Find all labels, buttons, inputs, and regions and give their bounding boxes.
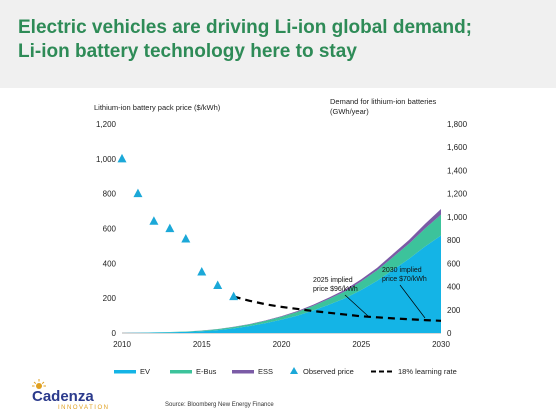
right-axis-ticks: 0 200 400 600 800 1,000 1,200 1,400 1,600 1,800 xyxy=(447,120,468,338)
left-axis-title: Lithium-ion battery pack price ($/kWh) xyxy=(94,103,221,112)
left-tick-label: 400 xyxy=(103,259,117,268)
annotation-2030-line-1: 2030 implied xyxy=(382,267,422,274)
battery-chart: 0 200 400 600 800 1,000 1,200 0 200 400 600 800 1,0… xyxy=(32,97,468,411)
annotation-2030-pointer xyxy=(399,284,426,319)
observed-point-2013 xyxy=(165,223,175,233)
learning-rate-line xyxy=(233,295,442,322)
left-tick-label: 600 xyxy=(103,225,117,234)
right-axis-title-line-1: Demand for lithium-ion batteries xyxy=(330,97,437,106)
area-ev xyxy=(122,235,441,333)
legend-ess-label: ESS xyxy=(258,367,273,376)
title-line-2: Li-ion battery technology here to stay xyxy=(18,41,357,62)
left-tick-label: 200 xyxy=(103,294,117,303)
legend-observed-marker xyxy=(290,367,298,374)
x-tick-label: 2020 xyxy=(273,340,291,349)
legend-ess-swatch xyxy=(232,370,254,374)
observed-point-2016 xyxy=(213,280,223,289)
annotation-2025: 2025 implied price $96/kWh xyxy=(313,277,369,317)
legend-observed-label: Observed price xyxy=(303,367,354,376)
right-tick-label: 200 xyxy=(447,306,461,315)
legend-ebus-label: E-Bus xyxy=(196,367,217,376)
observed-point-2015 xyxy=(197,267,207,276)
title-line-1: Electric vehicles are driving Li-ion glo… xyxy=(18,17,473,38)
legend-ev-swatch xyxy=(114,370,136,374)
annotation-2025-pointer xyxy=(344,294,369,317)
x-tick-label: 2025 xyxy=(352,340,370,349)
x-axis-ticks: 2010 2015 2020 2025 2030 xyxy=(113,340,450,349)
legend-ebus-swatch xyxy=(170,370,192,374)
observed-point-2011 xyxy=(133,188,143,198)
observed-point-2010 xyxy=(117,153,127,163)
right-tick-label: 800 xyxy=(447,236,461,245)
sun-icon xyxy=(32,379,46,389)
right-tick-label: 1,800 xyxy=(447,120,468,129)
x-tick-label: 2015 xyxy=(193,340,211,349)
legend-learning-label: 18% learning rate xyxy=(398,367,457,376)
annotation-2025-line-2: price $96/kWh xyxy=(313,286,358,293)
header-banner: Electric vehicles are driving Li-ion glo… xyxy=(0,0,556,88)
cadenza-logo: Cadenza INNOVATION xyxy=(32,379,109,411)
right-axis-title-line-2: (GWh/year) xyxy=(330,107,369,116)
left-tick-label: 0 xyxy=(112,329,117,338)
left-tick-label: 800 xyxy=(103,190,117,199)
demand-areas xyxy=(122,208,441,333)
source-note: Source: Bloomberg New Energy Finance xyxy=(165,402,274,408)
right-tick-label: 1,600 xyxy=(447,143,468,152)
annotation-2030: 2030 implied price $70/kWh xyxy=(382,267,427,319)
legend: EV E-Bus ESS Observed price 18% learning… xyxy=(114,367,457,376)
right-tick-label: 400 xyxy=(447,283,461,292)
right-tick-label: 600 xyxy=(447,259,461,268)
left-tick-label: 1,200 xyxy=(96,120,117,129)
legend-ev-label: EV xyxy=(140,367,150,376)
annotation-2030-line-2: price $70/kWh xyxy=(382,276,427,283)
right-tick-label: 1,400 xyxy=(447,166,468,175)
page-title: Electric vehicles are driving Li-ion glo… xyxy=(18,16,472,64)
observed-point-2014 xyxy=(181,233,191,243)
logo-text: Cadenza xyxy=(32,388,94,405)
right-tick-label: 0 xyxy=(447,329,452,338)
annotation-2025-line-1: 2025 implied xyxy=(313,277,353,284)
x-tick-label: 2030 xyxy=(432,340,450,349)
observed-point-2017 xyxy=(229,291,239,301)
left-tick-label: 1,000 xyxy=(96,155,117,164)
observed-point-2012 xyxy=(149,216,159,225)
right-tick-label: 1,200 xyxy=(447,190,468,199)
area-e-bus xyxy=(122,214,441,333)
right-tick-label: 1,000 xyxy=(447,213,468,222)
observed-price-markers xyxy=(117,153,239,301)
logo-subtext: INNOVATION xyxy=(58,405,109,411)
x-tick-label: 2010 xyxy=(113,340,131,349)
left-axis-ticks: 0 200 400 600 800 1,000 1,200 xyxy=(96,120,117,338)
